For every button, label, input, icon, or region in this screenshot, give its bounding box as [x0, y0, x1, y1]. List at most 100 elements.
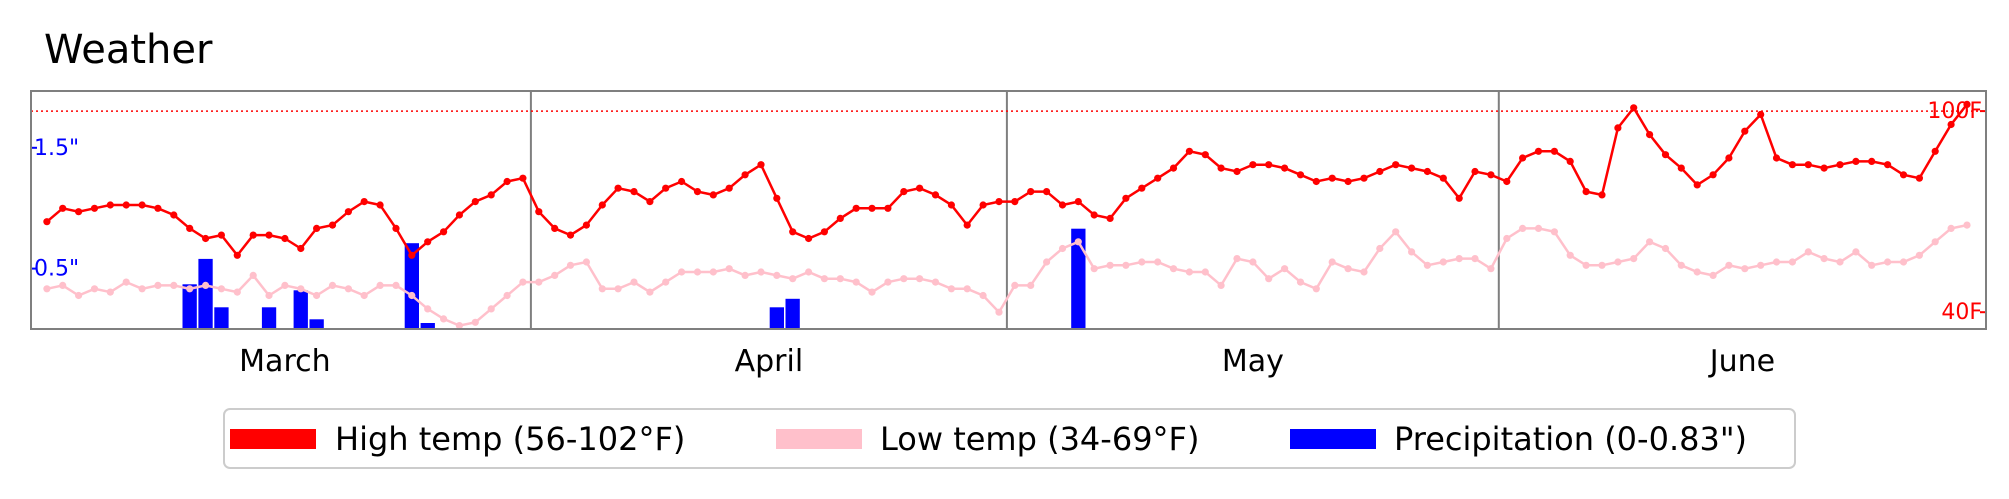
low-temp-point	[154, 281, 162, 289]
low-temp-point	[1534, 224, 1543, 232]
high-temp-point	[1027, 188, 1035, 196]
high-temp-point	[551, 224, 559, 232]
low-temp-point	[1614, 258, 1622, 266]
high-temp-point	[852, 204, 860, 212]
low-temp-point	[424, 305, 432, 313]
low-temp-point	[979, 291, 987, 300]
month-label: April	[735, 344, 804, 379]
low-temp-point	[1868, 261, 1876, 269]
low-temp-point	[1836, 258, 1844, 266]
legend-label-high-temp: High temp (56-102°F)	[335, 420, 685, 458]
high-temp-point	[1122, 194, 1130, 202]
low-temp-point	[836, 275, 844, 283]
high-temp-point	[1693, 181, 1701, 189]
high-temp-point	[233, 251, 241, 259]
high-temp-point	[630, 188, 638, 196]
high-temp-point	[265, 231, 273, 239]
low-temp-point	[614, 285, 622, 293]
month-label: March	[239, 344, 330, 379]
high-temp-point	[884, 204, 892, 212]
high-temp-point	[1058, 201, 1067, 209]
low-temp-point	[1281, 265, 1289, 273]
low-temp-point	[931, 278, 940, 286]
low-temp-point	[249, 271, 257, 279]
high-temp-point	[249, 231, 257, 239]
low-temp-point	[1503, 234, 1511, 243]
high-temp-point	[424, 238, 432, 246]
legend-swatch-high-temp	[230, 429, 316, 449]
high-temp-point	[836, 214, 844, 222]
low-temp-point	[1217, 281, 1225, 289]
high-temp-point	[1169, 164, 1178, 172]
high-temp-point	[360, 198, 368, 206]
precip-tick-label: 1.5"	[34, 136, 79, 161]
high-temp-point	[1074, 198, 1082, 206]
high-temp-point	[1233, 167, 1241, 176]
high-temp-point	[678, 177, 686, 186]
high-temp-point	[1566, 157, 1574, 165]
low-temp-point	[1439, 258, 1447, 266]
low-temp-point	[233, 288, 241, 296]
high-temp-point	[1947, 120, 1955, 129]
low-temp-point	[217, 285, 225, 293]
high-temp-point	[1931, 147, 1939, 155]
high-temp-point	[1614, 124, 1622, 132]
high-temp-point	[1884, 161, 1892, 169]
high-temp-point	[1296, 171, 1305, 179]
low-temp-point	[900, 275, 908, 283]
low-temp-point	[852, 278, 860, 286]
high-temp-point	[1312, 177, 1320, 186]
temp-tick-label: 40F	[1941, 300, 1982, 325]
low-temp-point	[757, 268, 765, 276]
low-temp-point	[90, 285, 99, 293]
high-temp-point	[582, 221, 591, 229]
low-temp-point	[709, 268, 717, 276]
high-temp-point	[392, 224, 400, 232]
low-temp-point	[1392, 228, 1400, 236]
low-temp-point	[1788, 258, 1796, 266]
low-temp-point	[1709, 271, 1717, 279]
low-temp-point	[408, 291, 416, 300]
high-temp-point	[1265, 161, 1273, 169]
high-temp-point	[281, 234, 289, 243]
low-temp-point	[75, 291, 83, 300]
low-temp-point	[1519, 224, 1527, 232]
high-temp-point	[138, 201, 146, 209]
low-temp-point	[1661, 244, 1670, 253]
high-temp-point	[1392, 161, 1400, 169]
high-temp-point	[1836, 161, 1844, 169]
low-temp-point	[1058, 244, 1067, 253]
high-temp-point	[820, 228, 829, 236]
high-temp-point	[1106, 214, 1114, 222]
precipitation-bar	[1071, 228, 1086, 329]
low-temp-point	[1360, 268, 1368, 276]
high-temp-point	[947, 201, 956, 209]
low-temp-point	[376, 281, 384, 289]
low-temp-point	[805, 268, 813, 276]
low-temp-point	[344, 285, 352, 293]
high-temp-point	[1011, 198, 1019, 206]
high-temp-point	[741, 171, 749, 179]
high-temp-point	[1772, 154, 1781, 162]
high-temp-point	[1408, 164, 1416, 172]
high-temp-point	[614, 184, 622, 192]
precipitation-bar	[769, 307, 784, 329]
high-temp-point	[1899, 171, 1908, 179]
low-temp-point	[313, 291, 321, 300]
high-temp-point	[344, 208, 352, 216]
high-temp-point	[1550, 147, 1558, 155]
low-temp-point	[1725, 261, 1733, 269]
high-temp-point	[662, 184, 670, 192]
low-temp-point	[138, 285, 146, 293]
high-temp-point	[1725, 154, 1733, 162]
temp-tick-label: 100F	[1927, 99, 1982, 124]
low-temp-point	[1296, 278, 1305, 286]
low-temp-point	[947, 285, 956, 293]
high-temp-point	[487, 191, 495, 199]
precipitation-bar	[198, 258, 213, 329]
high-temp-point	[202, 234, 210, 243]
high-temp-point	[598, 201, 606, 209]
low-temp-point	[1344, 265, 1352, 273]
precipitation-bar	[182, 284, 197, 329]
